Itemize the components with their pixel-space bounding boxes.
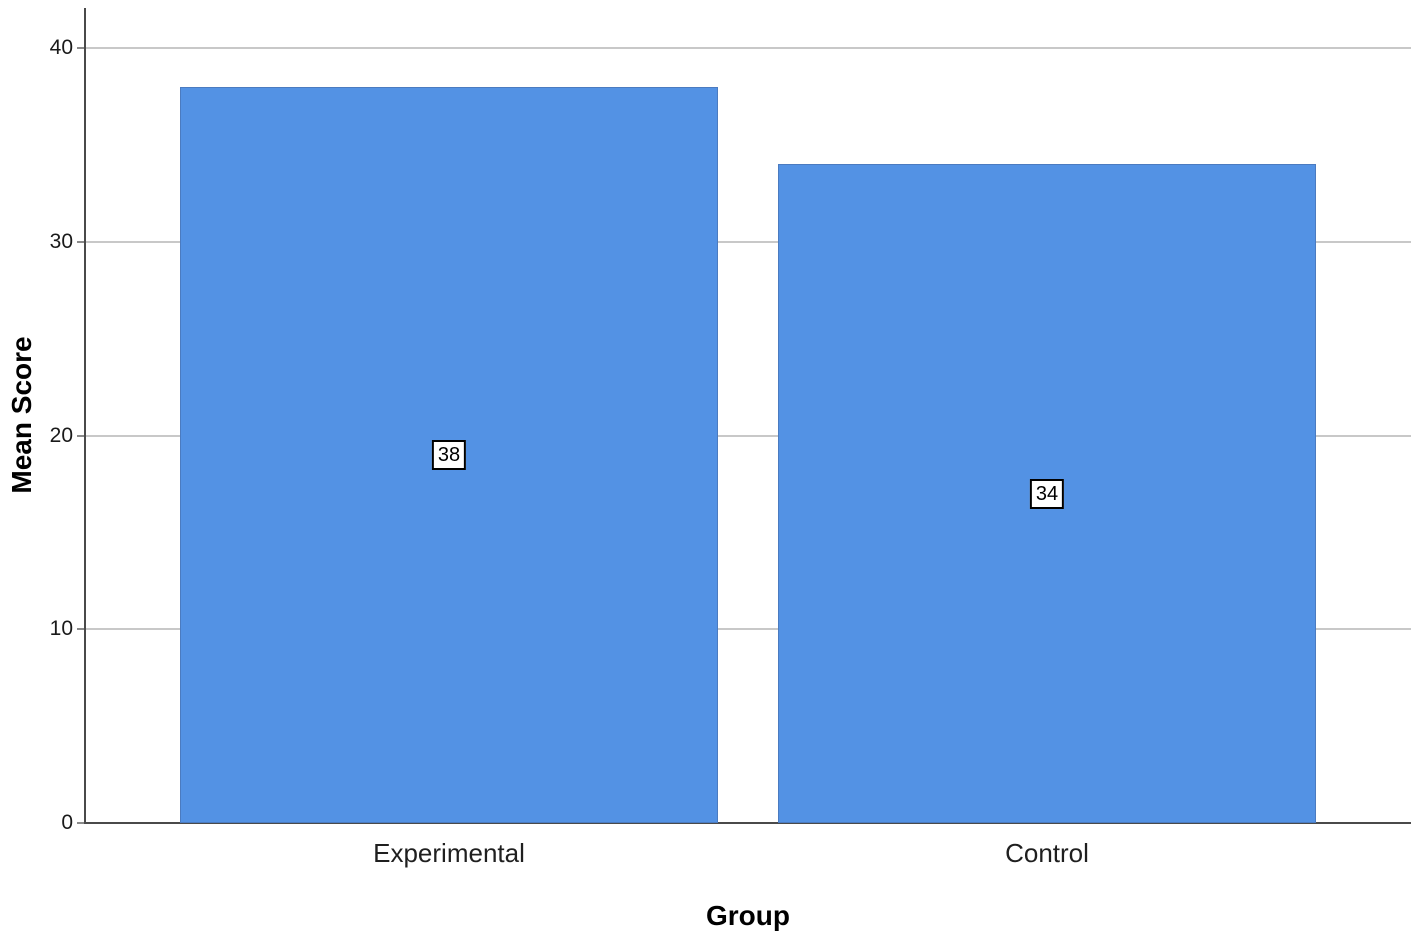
x-axis-title: Group xyxy=(706,900,790,931)
y-axis-tick-30 xyxy=(77,240,84,243)
x-axis-category-label-control: Control xyxy=(1005,838,1089,868)
y-axis-tick-label: 40 xyxy=(49,36,73,59)
y-axis-title: Mean Score xyxy=(6,336,37,494)
gridline-10 xyxy=(85,628,1411,631)
y-axis-tick-label: 0 xyxy=(61,811,73,834)
bar-value-label-experimental: 38 xyxy=(431,439,467,470)
y-axis-tick-label: 20 xyxy=(49,423,73,447)
y-axis-line xyxy=(84,8,86,824)
x-axis-category-label-experimental: Experimental xyxy=(373,838,525,868)
y-axis-tick-20 xyxy=(77,434,84,437)
gridline-40 xyxy=(85,47,1411,49)
y-axis-tick-label: 10 xyxy=(49,617,73,641)
gridline-20 xyxy=(85,434,1411,437)
y-axis-tick-label: 30 xyxy=(49,229,73,253)
y-axis-tick-0 xyxy=(77,822,84,824)
y-axis-tick-40 xyxy=(77,47,84,49)
bar-value-label-control: 34 xyxy=(1029,478,1065,509)
gridline-30 xyxy=(85,240,1411,243)
x-axis-line xyxy=(84,822,1411,824)
plot-area xyxy=(85,8,1411,823)
y-axis-tick-10 xyxy=(77,628,84,631)
